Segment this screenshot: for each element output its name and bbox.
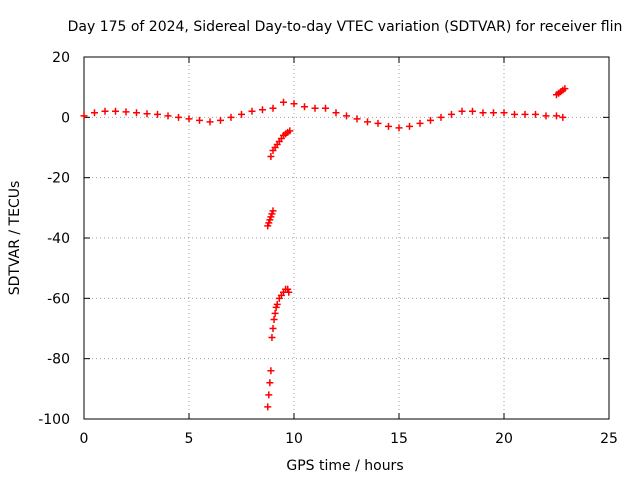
x-tick-label: 0	[80, 431, 89, 447]
data-point	[561, 85, 569, 93]
data-point	[448, 110, 455, 118]
data-point	[185, 115, 193, 123]
data-point	[290, 100, 298, 108]
data-point	[322, 104, 329, 112]
series-main-band	[80, 98, 567, 132]
data-point	[164, 112, 172, 120]
y-axis-label: SDTVAR / TECUs	[7, 181, 23, 296]
data-point	[559, 113, 567, 121]
data-point	[238, 110, 245, 118]
data-points	[80, 85, 569, 411]
y-tick-label: -80	[47, 352, 70, 368]
data-point	[458, 107, 466, 115]
data-point	[511, 110, 518, 118]
x-tick-label: 20	[495, 431, 513, 447]
chart-title: Day 175 of 2024, Sidereal Day-to-day VTE…	[68, 19, 623, 35]
data-point	[280, 98, 287, 106]
data-point	[206, 118, 214, 126]
data-point	[133, 109, 140, 117]
data-point	[267, 153, 275, 161]
series-middle-arc	[264, 207, 277, 230]
data-point	[500, 109, 508, 117]
series-upper-arc	[267, 127, 294, 161]
data-point	[406, 122, 413, 130]
x-tick-label: 25	[600, 431, 618, 447]
data-point	[269, 207, 277, 215]
data-point	[101, 107, 109, 115]
data-point	[353, 115, 361, 123]
data-point	[427, 116, 434, 124]
data-point	[364, 118, 371, 126]
x-tick-label: 5	[185, 431, 194, 447]
y-tick-label: -60	[47, 291, 70, 307]
data-point	[80, 112, 88, 120]
data-point	[154, 110, 161, 118]
y-tick-label: 20	[52, 50, 70, 66]
data-point	[196, 116, 203, 124]
data-point	[175, 113, 182, 121]
data-point	[469, 107, 476, 115]
series-lower-arc	[264, 285, 293, 411]
x-tick-label: 15	[390, 431, 408, 447]
x-tick-label: 10	[285, 431, 303, 447]
data-point	[301, 103, 308, 111]
data-point	[112, 107, 119, 115]
data-point	[273, 300, 281, 308]
y-tick-label: -100	[38, 412, 70, 428]
data-point	[227, 113, 235, 121]
axis-ticks: 0 5 10 15 20 25 -100 -80 -60 -40 -20 0 20	[38, 50, 618, 447]
plot-frame	[83, 56, 610, 420]
series-late-rise	[553, 85, 569, 99]
x-axis-label: GPS time / hours	[286, 458, 403, 474]
data-point	[490, 109, 497, 117]
data-point	[395, 124, 403, 132]
data-point	[385, 122, 392, 130]
data-point	[311, 104, 319, 112]
data-point	[248, 107, 256, 115]
data-point	[91, 109, 98, 117]
data-point	[270, 315, 278, 323]
data-point	[343, 112, 350, 120]
data-point	[285, 288, 293, 296]
data-point	[374, 119, 382, 127]
data-point	[269, 325, 277, 332]
y-tick-label: -20	[47, 171, 70, 187]
data-point	[521, 110, 529, 118]
data-point	[437, 113, 445, 121]
data-point	[267, 367, 275, 375]
data-point	[143, 110, 151, 118]
data-point	[553, 112, 560, 120]
data-point	[217, 116, 224, 124]
data-point	[268, 334, 276, 342]
y-tick-label: -40	[47, 231, 70, 247]
data-point	[271, 309, 279, 317]
data-point	[266, 379, 274, 387]
data-point	[122, 108, 130, 116]
data-point	[479, 109, 487, 117]
grid-lines	[84, 57, 609, 419]
data-point	[532, 110, 539, 118]
data-point	[265, 391, 273, 399]
data-point	[416, 119, 424, 127]
data-point	[332, 109, 340, 117]
data-point	[259, 106, 266, 114]
data-point	[264, 403, 272, 411]
data-point	[286, 127, 294, 135]
data-point	[269, 104, 277, 112]
data-point	[542, 112, 550, 120]
y-tick-label: 0	[61, 110, 70, 126]
